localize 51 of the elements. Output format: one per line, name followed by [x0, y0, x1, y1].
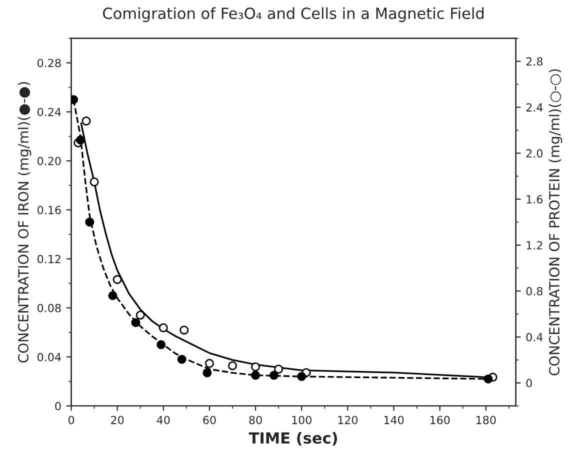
- point: [202, 368, 212, 378]
- x-tick-label: 120: [338, 416, 358, 424]
- point: [158, 323, 168, 332]
- x-tick-label: 0: [68, 416, 74, 424]
- chart-title: Comigration of Fe₃O₄ and Cells in a Magnetic Field: [103, 7, 484, 22]
- point: [180, 326, 189, 335]
- x-tick-label: 40: [156, 416, 170, 424]
- point: [204, 358, 214, 368]
- point: [484, 374, 493, 384]
- y-axis-title: CONCENTRATION OF IRON (mg/ml)(●-●): [18, 82, 32, 363]
- point: [112, 275, 122, 284]
- y2-tick-label: 0.4: [526, 332, 543, 342]
- point: [136, 310, 145, 320]
- y2-tick-label: 0.8: [526, 287, 542, 296]
- point: [297, 372, 306, 381]
- point: [177, 354, 186, 364]
- y-tick-label: 0.04: [38, 352, 61, 362]
- y-tick-label: 0: [55, 402, 61, 410]
- x-tick-label: 180: [476, 416, 496, 424]
- point: [108, 291, 118, 300]
- y2-tick-label: 1.6: [526, 195, 543, 204]
- y2-tick-label: 1.2: [526, 241, 542, 250]
- point: [156, 340, 166, 350]
- point: [251, 370, 260, 380]
- y-tick-label: 0.08: [38, 304, 61, 312]
- x-tick-label: 160: [430, 416, 450, 424]
- y-tick-label: 0.24: [38, 108, 61, 116]
- point: [274, 364, 284, 374]
- point: [228, 361, 238, 370]
- point: [76, 136, 85, 145]
- y2-tick-label: 2.8: [526, 57, 542, 66]
- point: [85, 218, 94, 227]
- y-tick-label: 0.20: [38, 156, 61, 166]
- x-tick-label: 80: [249, 416, 262, 424]
- point: [90, 177, 99, 186]
- y2-axis-title: CONCENTRATION OF PROTEIN (mg/ml)(○-○): [548, 69, 562, 376]
- x-tick-label: 140: [384, 416, 404, 424]
- x-tick-label: 60: [203, 416, 216, 424]
- y-tick-label: 0.28: [38, 58, 61, 68]
- y2-tick-label: 0: [526, 378, 532, 388]
- point: [251, 362, 260, 372]
- x-tick-label: 20: [111, 416, 124, 424]
- point: [131, 318, 140, 328]
- y-tick-label: 0.12: [38, 254, 60, 264]
- x-tick-label: 100: [292, 416, 312, 424]
- point: [269, 370, 278, 380]
- y2-tick-label: 2.0: [526, 149, 543, 158]
- y2-tick-label: 2.4: [526, 103, 543, 112]
- y-tick-label: 0.16: [38, 206, 61, 214]
- point: [82, 116, 91, 126]
- x-axis-title: TIME (sec): [248, 432, 338, 446]
